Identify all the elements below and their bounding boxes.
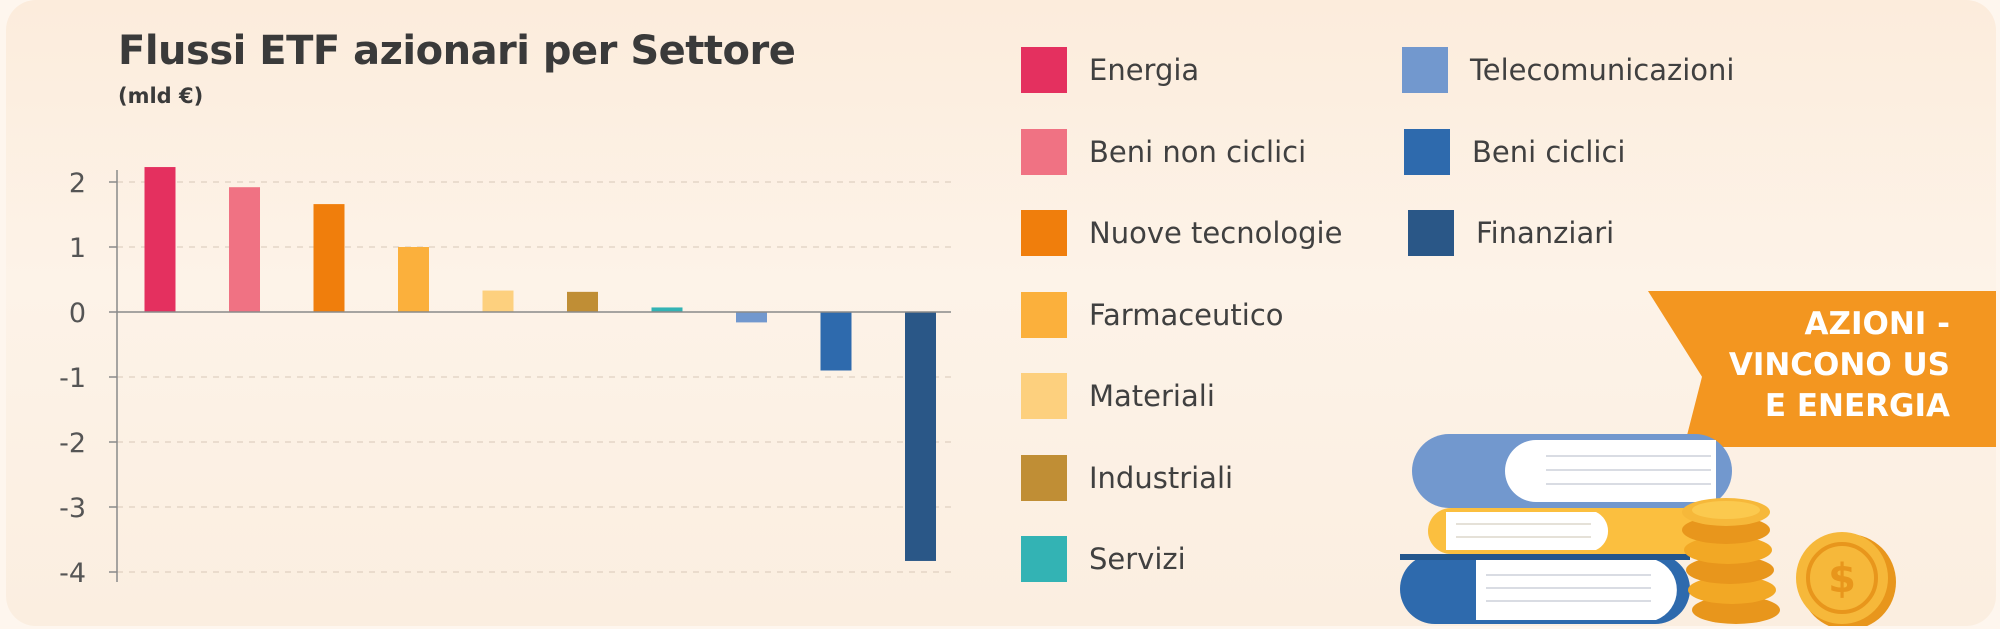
books-stack-icon — [1400, 434, 1732, 624]
banner-line: VINCONO US — [1728, 347, 1950, 383]
legend-item: Telecomunicazioni — [1402, 47, 1734, 93]
legend-swatch — [1021, 536, 1067, 582]
bar — [651, 307, 683, 312]
bar — [144, 167, 176, 312]
legend-swatch — [1021, 47, 1067, 93]
chart-title: Flussi ETF azionari per Settore — [118, 28, 796, 74]
legend-item: Farmaceutico — [1021, 292, 1284, 338]
legend-item: Industriali — [1021, 455, 1233, 501]
bar — [398, 247, 429, 312]
banner-line: AZIONI - — [1804, 306, 1951, 342]
legend-swatch — [1408, 210, 1454, 256]
legend-swatch — [1404, 129, 1450, 175]
bar — [482, 290, 514, 312]
banner-text: AZIONI - VINCONO US E ENERGIA — [1670, 304, 1950, 427]
bar — [313, 204, 345, 312]
legend-swatch — [1021, 129, 1067, 175]
legend-item: Beni non ciclici — [1021, 129, 1306, 175]
legend-item: Nuove tecnologie — [1021, 210, 1342, 256]
legend-label: Materiali — [1089, 379, 1215, 413]
legend-item: Finanziari — [1408, 210, 1614, 256]
y-tick-label: -1 — [59, 363, 86, 394]
y-tick-label: -3 — [59, 493, 86, 524]
legend-item: Servizi — [1021, 536, 1186, 582]
legend-label: Finanziari — [1476, 216, 1615, 250]
legend-label: Beni non ciclici — [1089, 135, 1307, 169]
y-tick-label: -4 — [59, 558, 86, 589]
y-tick-label: 0 — [69, 298, 86, 329]
legend-swatch — [1402, 47, 1448, 93]
dollar-coin-icon: $ — [1796, 532, 1896, 626]
legend-label: Beni ciclici — [1472, 135, 1626, 169]
legend-item: Materiali — [1021, 373, 1215, 419]
coins-stack-icon — [1682, 498, 1780, 624]
legend-label: Farmaceutico — [1089, 298, 1284, 332]
legend-label: Nuove tecnologie — [1089, 216, 1343, 250]
svg-text:$: $ — [1828, 556, 1856, 602]
banner-line: E ENERGIA — [1764, 388, 1950, 424]
bar — [820, 312, 852, 371]
y-tick-label: -2 — [59, 428, 86, 459]
legend-swatch — [1021, 455, 1067, 501]
legend-swatch — [1021, 210, 1067, 256]
legend-item: Beni ciclici — [1404, 129, 1625, 175]
legend-label: Industriali — [1089, 461, 1234, 495]
y-tick-label: 2 — [69, 168, 86, 199]
bar — [736, 312, 767, 323]
banner-ribbon — [1648, 291, 1996, 447]
bar — [567, 291, 598, 312]
infographic-card: Flussi ETF azionari per Settore (mld €) … — [6, 0, 1996, 626]
y-tick-label: 1 — [69, 233, 86, 264]
legend-item: Energia — [1021, 47, 1199, 93]
legend-swatch — [1021, 292, 1067, 338]
legend-label: Servizi — [1089, 542, 1186, 576]
bar-chart: 2 1 0 -1 -2 -3 -4 — [59, 167, 951, 589]
legend-label: Telecomunicazioni — [1470, 53, 1735, 87]
legend-label: Energia — [1089, 53, 1200, 87]
chart-subtitle: (mld €) — [118, 84, 204, 108]
legend-swatch — [1021, 373, 1067, 419]
bar — [905, 312, 936, 561]
bar — [229, 187, 260, 312]
books-coins-illustration: $ — [1400, 434, 1896, 626]
